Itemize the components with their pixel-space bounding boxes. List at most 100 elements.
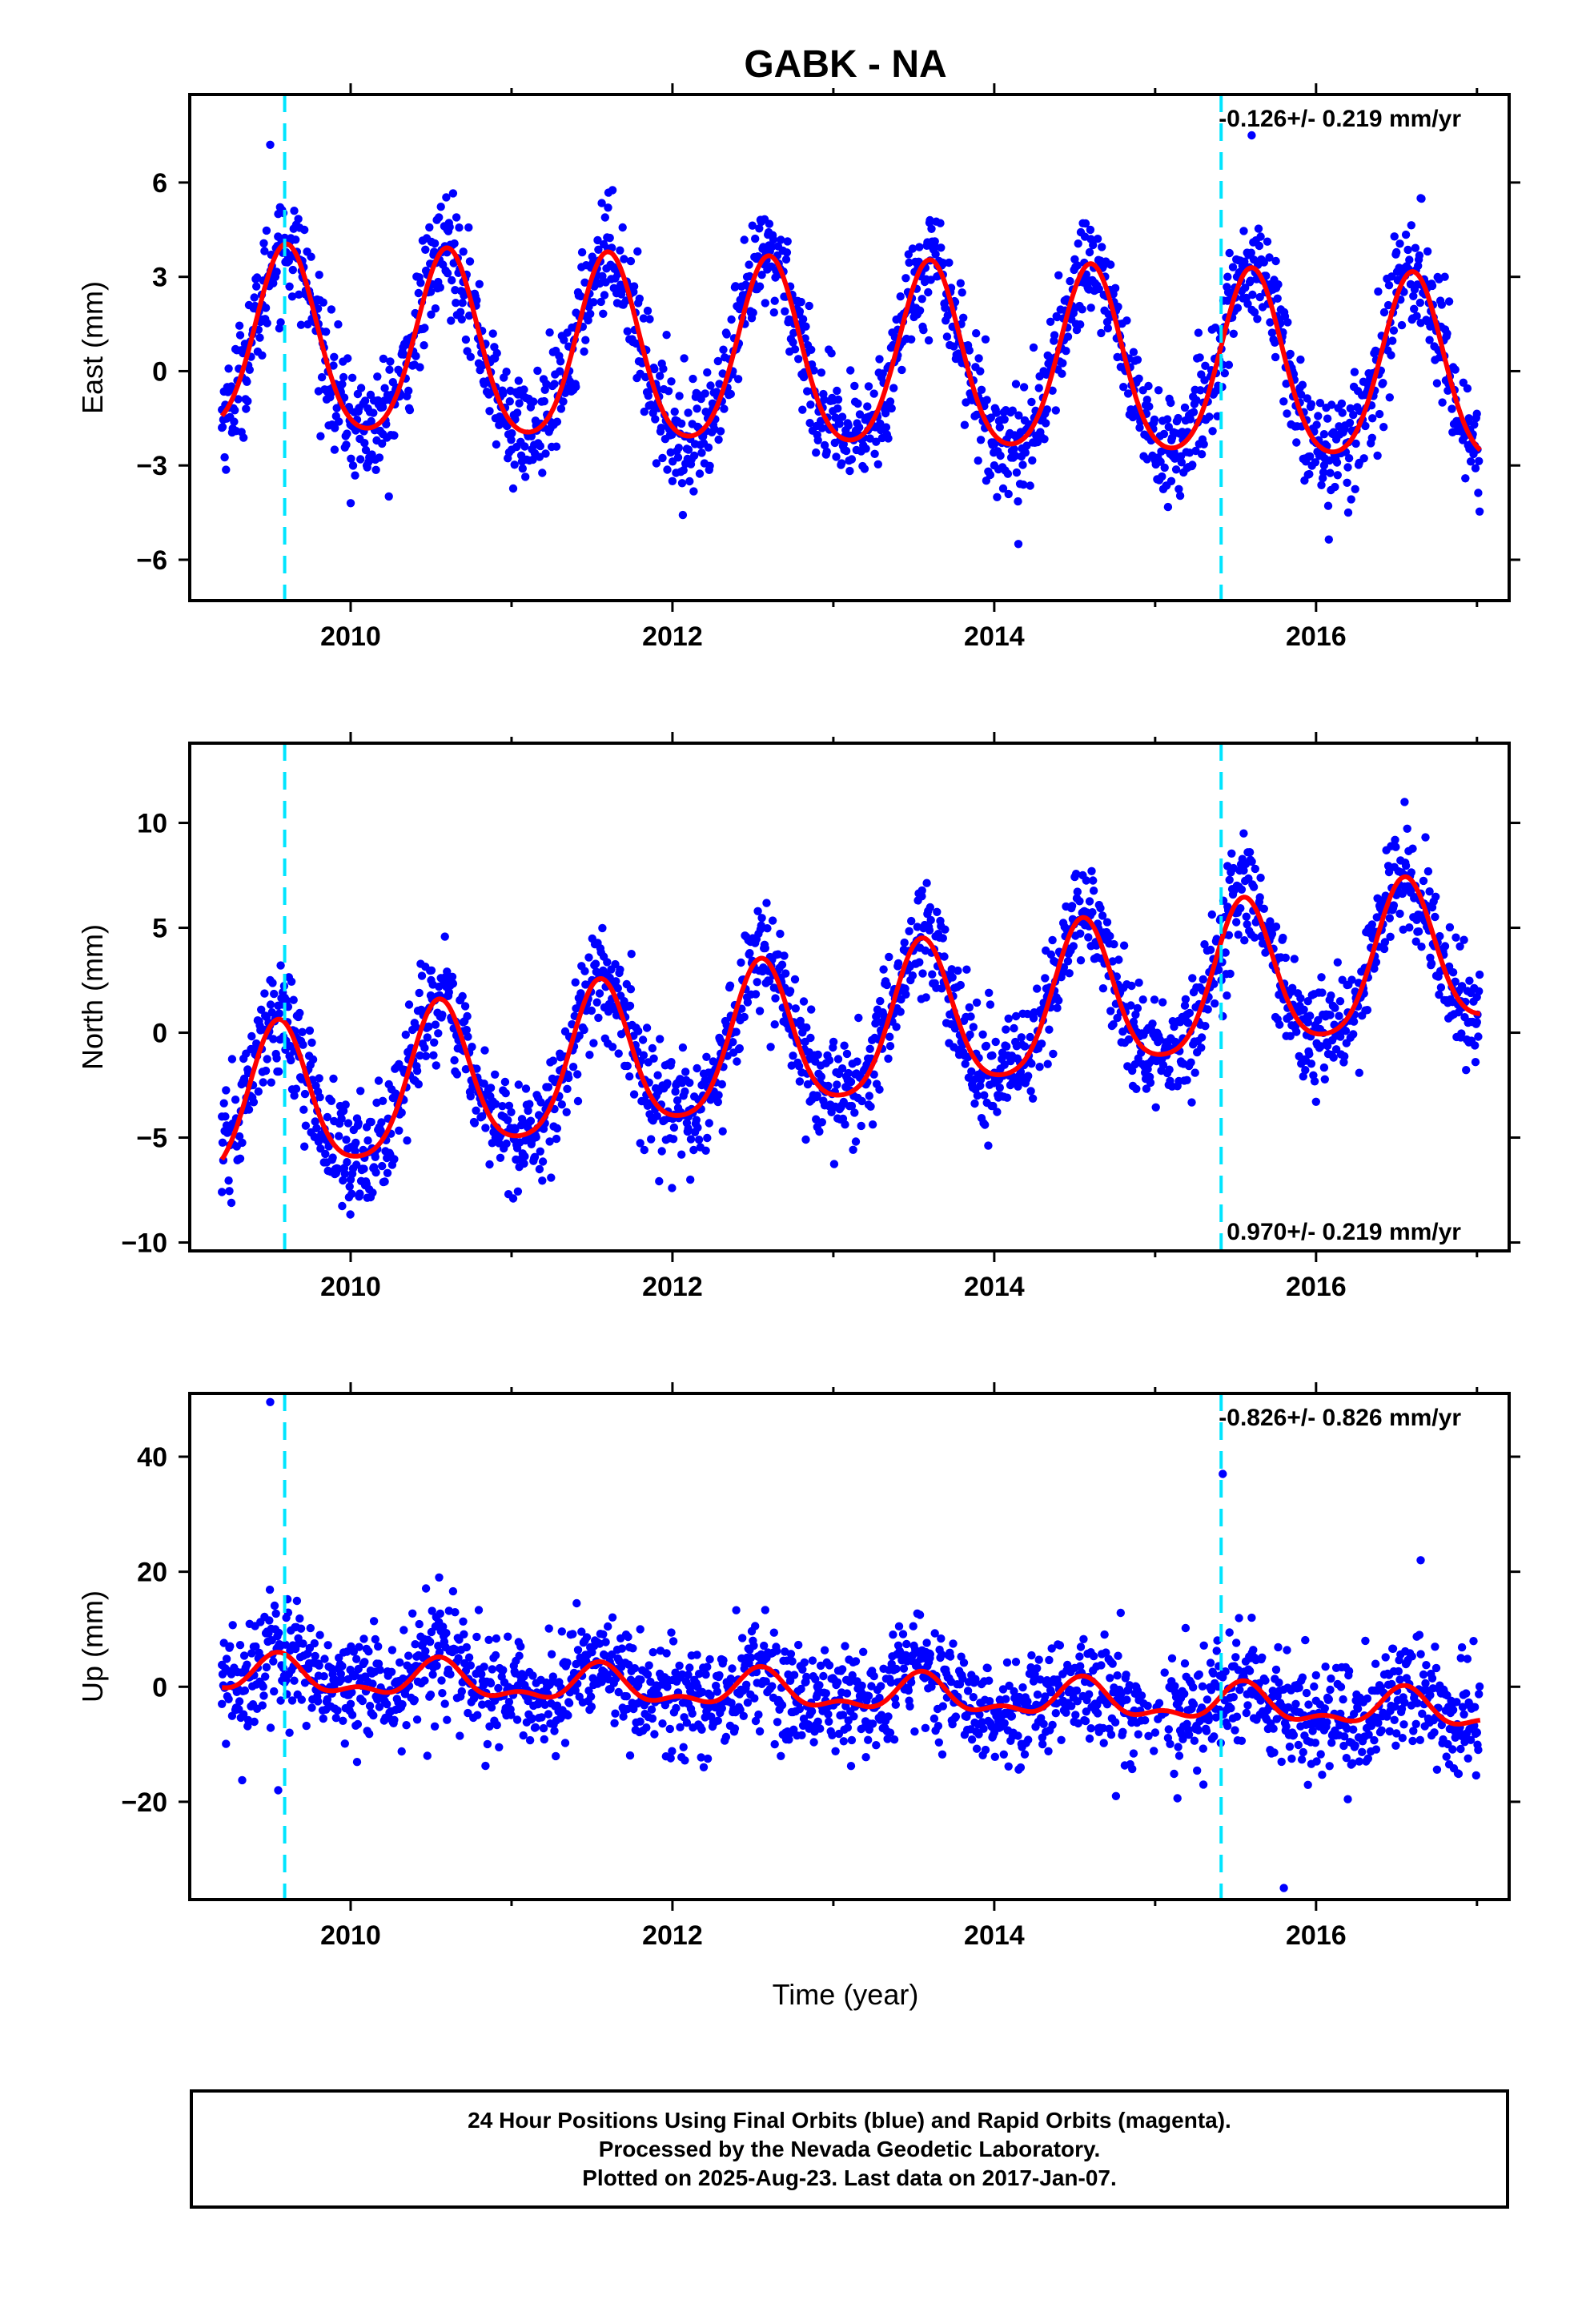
north-data-point: [1367, 920, 1377, 929]
up-data-point: [319, 1672, 328, 1681]
north-data-point: [1078, 870, 1087, 880]
east-data-point: [1042, 405, 1052, 414]
north-data-point: [850, 1108, 859, 1117]
north-data-point: [1134, 978, 1143, 987]
north-data-point: [544, 1083, 553, 1092]
north-data-point: [1102, 918, 1112, 927]
north-plot-area: [218, 743, 1484, 1251]
east-data-point: [765, 219, 774, 228]
north-data-point: [244, 1105, 254, 1114]
east-data-point: [1119, 383, 1128, 392]
north-data-point: [376, 1126, 385, 1135]
north-data-point: [967, 1067, 976, 1076]
north-data-point: [829, 1160, 839, 1168]
east-data-point: [684, 408, 693, 417]
east-data-point: [1351, 439, 1360, 448]
east-data-point: [1028, 456, 1037, 465]
north-data-point: [576, 989, 585, 998]
up-data-point: [426, 1638, 435, 1647]
north-data-point: [1187, 1098, 1196, 1107]
east-data-point: [927, 224, 936, 233]
up-data-point: [875, 1693, 884, 1703]
north-data-point: [260, 989, 269, 998]
north-data-point: [671, 1087, 680, 1096]
north-data-point: [1349, 1017, 1359, 1026]
north-data-point: [274, 1067, 283, 1076]
north-data-point: [849, 1145, 857, 1155]
east-data-point: [342, 440, 351, 449]
north-data-point: [626, 985, 636, 994]
north-data-point: [980, 1091, 989, 1100]
north-data-point: [612, 977, 620, 986]
up-data-point: [484, 1635, 493, 1644]
east-data-point: [1058, 369, 1066, 378]
up-data-point: [531, 1723, 540, 1732]
north-data-point: [875, 1085, 884, 1094]
east-data-point: [972, 329, 981, 338]
north-rate-label: 0.970+/- 0.219 mm/yr: [1227, 1219, 1461, 1245]
east-data-point: [584, 316, 592, 325]
east-data-point: [1387, 351, 1395, 360]
east-data-point: [451, 286, 460, 295]
east-data-point: [282, 256, 291, 266]
east-data-point: [1466, 457, 1476, 466]
north-data-point: [423, 1033, 432, 1042]
east-data-point: [384, 492, 393, 501]
up-data-point: [824, 1710, 833, 1719]
up-data-point: [770, 1739, 779, 1749]
north-data-point: [1347, 975, 1356, 984]
up-data-point: [867, 1682, 876, 1691]
up-data-point: [375, 1666, 384, 1675]
north-data-point: [1224, 931, 1234, 940]
north-data-point: [377, 1118, 386, 1127]
east-data-point: [844, 421, 853, 430]
north-data-point: [548, 1056, 557, 1065]
east-data-point: [288, 265, 297, 275]
north-data-point: [1275, 1020, 1284, 1029]
up-data-point: [339, 1716, 347, 1725]
north-data-point: [1043, 1059, 1052, 1068]
east-data-point: [520, 385, 528, 394]
east-data-point: [1475, 507, 1484, 516]
north-data-point: [866, 1102, 875, 1112]
north-data-point: [355, 1189, 364, 1198]
up-data-point: [397, 1747, 406, 1756]
east-data-point: [1266, 318, 1275, 327]
up-data-point: [820, 1646, 829, 1655]
north-data-point: [368, 1188, 377, 1197]
north-data-point: [545, 1137, 554, 1146]
up-data-point: [492, 1634, 501, 1643]
up-data-point: [243, 1722, 252, 1731]
north-data-point: [1319, 1063, 1329, 1072]
east-data-point: [1343, 463, 1352, 472]
north-data-point: [557, 1100, 566, 1109]
north-data-point: [1371, 958, 1381, 967]
up-data-point: [323, 1695, 332, 1704]
north-data-point: [1306, 1011, 1315, 1020]
north-data-point: [1221, 948, 1230, 957]
east-data-point: [1011, 380, 1021, 388]
east-data-point: [243, 396, 252, 406]
north-data-point: [401, 1030, 410, 1039]
north-data-point: [346, 1210, 355, 1219]
up-data-point: [276, 1696, 285, 1705]
north-data-point: [526, 1116, 536, 1125]
north-data-point: [460, 1002, 470, 1011]
north-data-point: [300, 1142, 309, 1151]
up-data-point: [611, 1709, 620, 1718]
east-data-point: [552, 417, 562, 426]
north-data-point: [412, 1067, 422, 1076]
up-data-point: [411, 1640, 420, 1649]
north-data-point: [1333, 958, 1343, 967]
north-data-point: [584, 953, 593, 962]
north-data-point: [1201, 1022, 1210, 1031]
east-data-point: [1344, 454, 1354, 463]
north-data-point: [511, 1125, 520, 1134]
up-data-point: [222, 1655, 231, 1663]
east-data-point: [1177, 458, 1186, 467]
east-data-point: [594, 245, 603, 254]
up-data-point: [466, 1661, 475, 1670]
north-data-point: [472, 1106, 480, 1116]
up-data-point: [310, 1638, 319, 1648]
east-data-point: [507, 436, 516, 444]
